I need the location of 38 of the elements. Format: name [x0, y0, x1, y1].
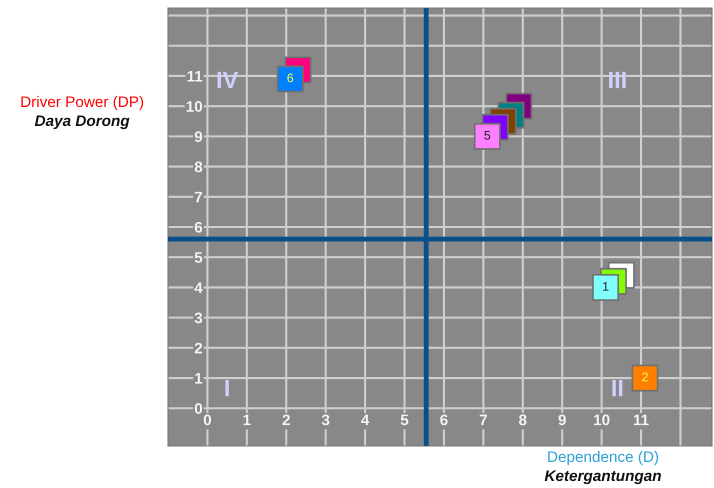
annotation: 1	[603, 282, 608, 291]
x-tick-label: 6	[440, 414, 448, 426]
x-tick-label: 2	[282, 414, 290, 426]
y-tick-label: 0	[194, 403, 202, 414]
text: Ketergantungan	[544, 470, 661, 484]
annotation: 5	[484, 131, 490, 140]
y-tick-label: 8	[194, 161, 202, 172]
y-tick-label: 10	[186, 101, 202, 112]
y-tick-label: 2	[194, 342, 202, 354]
y-tick-label: 3	[194, 312, 202, 324]
x-tick-label: 11	[634, 414, 649, 426]
x-axis-title: Dependence (D)	[548, 450, 658, 466]
text: Daya Dorong	[34, 115, 130, 130]
annotation: I	[225, 380, 229, 396]
y-tick-label: 1	[195, 373, 202, 384]
y-tick-label: 7	[194, 192, 202, 202]
y-tick-label: 5	[194, 252, 202, 263]
y-tick-label: 6	[194, 222, 202, 233]
x-tick-label: 9	[558, 414, 566, 426]
annotation: 2	[642, 372, 648, 382]
x-tick-label: 8	[519, 414, 527, 426]
x-tick-label: 7	[480, 414, 487, 426]
y-tick-label: 4	[194, 282, 203, 293]
x-tick-label: 10	[594, 414, 610, 426]
y-tick-label: 11	[188, 70, 202, 82]
point	[592, 274, 620, 301]
x-tick-label: 1	[244, 414, 251, 426]
x-tick-label: 0	[204, 414, 212, 426]
point	[632, 364, 658, 392]
annotation: II	[612, 380, 622, 396]
y-axis-title: Driver Power (DP)	[21, 96, 144, 110]
y-tick-label: 9	[194, 131, 202, 142]
x-tick-label: 3	[322, 414, 330, 426]
point	[276, 66, 304, 92]
annotation: 6	[287, 73, 294, 82]
point	[474, 122, 501, 150]
x-tick-label: 5	[400, 414, 408, 426]
x-tick-label: 4	[361, 414, 370, 426]
